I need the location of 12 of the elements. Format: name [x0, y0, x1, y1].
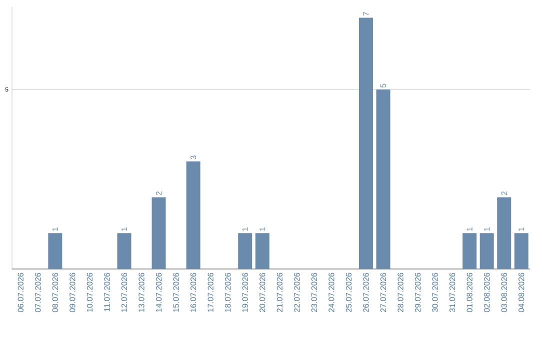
bar: [358, 18, 373, 269]
bar: [497, 197, 512, 269]
bar: [152, 197, 166, 269]
bar: [238, 233, 252, 269]
bar: [186, 161, 200, 269]
bar: [117, 233, 132, 269]
bar: [48, 233, 62, 269]
bar: [462, 233, 477, 269]
bar: [255, 233, 270, 269]
bar: [480, 233, 494, 269]
bar: [514, 233, 528, 269]
bar: [376, 90, 390, 269]
